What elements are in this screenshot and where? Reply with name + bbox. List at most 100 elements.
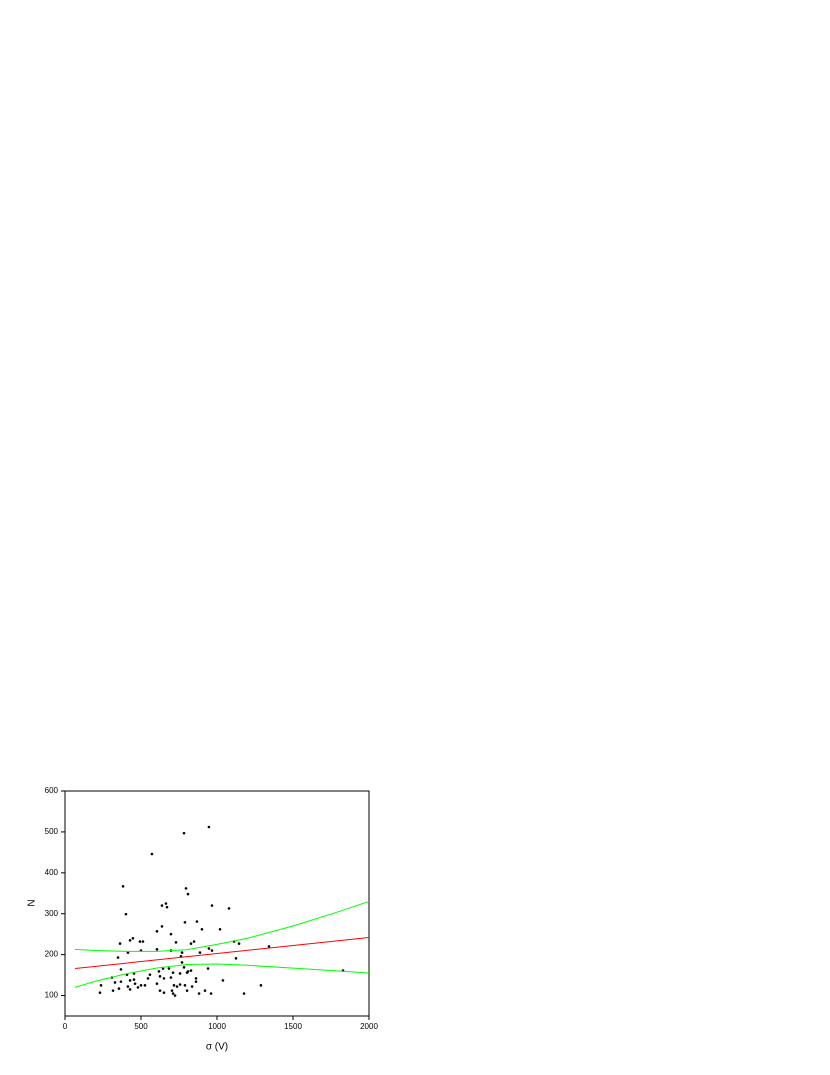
y-tick-label: 100 xyxy=(45,991,59,1000)
data-point xyxy=(119,980,123,983)
data-point xyxy=(155,930,159,933)
data-point xyxy=(182,831,186,835)
data-point xyxy=(182,966,186,969)
data-point xyxy=(259,984,263,987)
data-point xyxy=(158,975,162,978)
data-point xyxy=(175,985,179,988)
data-point xyxy=(133,982,137,985)
data-point xyxy=(164,902,168,905)
data-point xyxy=(195,920,199,923)
data-point xyxy=(183,921,187,924)
data-point xyxy=(128,979,132,982)
y-tick-label: 500 xyxy=(45,827,59,836)
data-point xyxy=(200,927,204,931)
data-point xyxy=(207,947,211,950)
data-point xyxy=(190,985,194,988)
data-point xyxy=(209,992,213,995)
y-tick-label: 200 xyxy=(45,950,59,959)
data-point xyxy=(183,984,187,987)
data-point xyxy=(171,971,175,974)
data-point xyxy=(210,904,214,907)
data-point xyxy=(126,951,130,954)
y-tick-label: 600 xyxy=(45,786,59,795)
data-point xyxy=(121,885,125,888)
x-tick-label: 1000 xyxy=(208,1022,226,1031)
data-point xyxy=(173,994,177,997)
x-tick-label: 500 xyxy=(134,1022,148,1031)
data-point xyxy=(139,984,143,987)
data-point xyxy=(148,973,152,976)
data-point xyxy=(242,992,246,995)
data-point xyxy=(194,977,198,980)
data-point xyxy=(160,925,164,928)
data-point xyxy=(237,942,241,945)
data-point xyxy=(143,984,147,987)
data-point xyxy=(136,986,140,989)
data-point xyxy=(141,940,145,943)
data-point xyxy=(119,968,123,971)
data-point xyxy=(198,951,202,954)
data-point xyxy=(234,957,238,960)
data-point xyxy=(157,970,161,973)
data-point xyxy=(227,907,231,910)
x-tick-label: 0 xyxy=(63,1022,68,1031)
data-point xyxy=(126,985,130,988)
data-point xyxy=(189,942,193,945)
data-point xyxy=(128,939,132,942)
data-point xyxy=(111,989,115,992)
plot-frame xyxy=(64,790,370,1017)
data-point xyxy=(185,989,189,992)
fit-line xyxy=(74,936,370,970)
data-point xyxy=(160,904,164,907)
data-point xyxy=(203,989,207,992)
y-axis-title: N xyxy=(27,899,38,906)
data-point xyxy=(150,852,154,856)
data-point xyxy=(180,951,184,954)
data-point xyxy=(146,977,150,980)
data-point xyxy=(189,969,193,972)
data-point xyxy=(169,976,173,979)
data-point xyxy=(170,989,174,992)
data-point xyxy=(206,967,210,970)
data-point xyxy=(167,967,171,970)
data-point xyxy=(99,984,103,987)
data-point xyxy=(118,942,122,945)
data-point xyxy=(169,932,173,936)
data-point xyxy=(155,948,159,951)
data-point xyxy=(184,887,188,890)
data-point xyxy=(174,941,178,944)
data-point xyxy=(116,956,120,959)
data-point xyxy=(210,949,214,952)
data-point xyxy=(207,825,211,829)
data-point xyxy=(124,912,128,916)
data-point xyxy=(194,980,198,983)
data-point xyxy=(171,992,175,995)
data-point xyxy=(165,905,169,909)
data-point xyxy=(113,981,117,984)
fit-line xyxy=(74,963,370,988)
data-point xyxy=(131,936,135,940)
data-point xyxy=(221,979,225,982)
data-point xyxy=(178,972,182,975)
data-point xyxy=(267,945,271,948)
data-point xyxy=(128,988,132,991)
data-point xyxy=(117,987,121,990)
x-tick-label: 1500 xyxy=(284,1022,302,1031)
x-axis-title: σ (V) xyxy=(206,1042,228,1053)
data-point xyxy=(197,992,201,995)
data-point xyxy=(192,940,196,943)
data-point xyxy=(186,970,190,973)
data-point xyxy=(155,982,159,985)
y-tick-label: 400 xyxy=(45,868,59,877)
y-tick-label: 300 xyxy=(45,909,59,918)
data-point xyxy=(161,967,165,970)
data-point xyxy=(178,983,182,986)
data-point xyxy=(180,961,184,964)
data-point xyxy=(158,989,162,992)
data-point xyxy=(218,927,222,931)
x-tick-label: 2000 xyxy=(360,1022,378,1031)
data-point xyxy=(186,892,190,896)
data-point xyxy=(132,978,136,981)
data-point xyxy=(98,991,102,994)
